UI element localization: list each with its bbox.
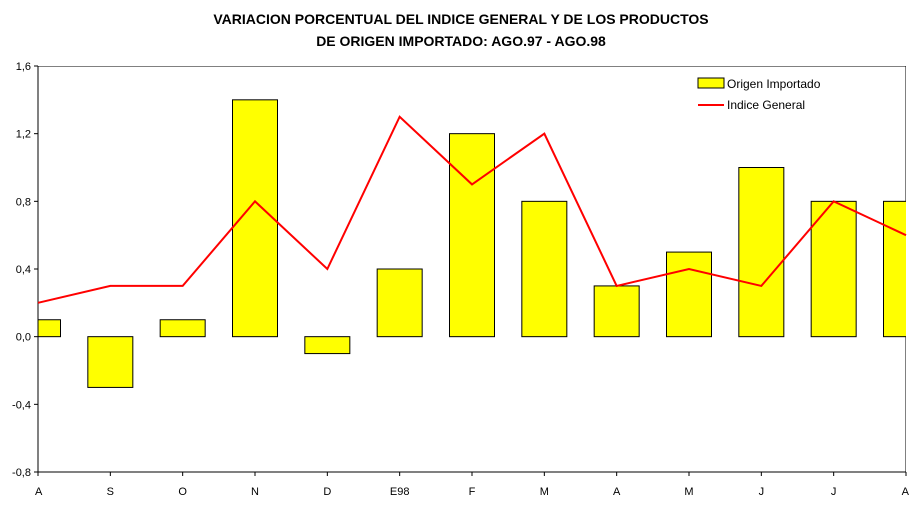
x-axis-ticks: A S O N D E98 F M A M J J A — [35, 472, 910, 498]
legend-swatch-bar — [697, 77, 725, 89]
x-tick-label: A — [35, 486, 43, 498]
legend-label-bar: Origen Importado — [727, 77, 821, 91]
y-tick-label: 0,0 — [16, 332, 31, 344]
x-tick-label: N — [251, 486, 259, 498]
x-tick-label: F — [469, 486, 476, 498]
bar — [87, 336, 134, 388]
bar — [449, 133, 495, 338]
x-tick-label: S — [107, 486, 114, 498]
bar — [38, 319, 61, 338]
bar — [883, 200, 906, 338]
x-tick-label: J — [831, 486, 837, 498]
y-tick-label: 0,4 — [16, 264, 31, 276]
bar — [666, 251, 712, 338]
line-series-indice-general — [37, 115, 907, 304]
y-axis-ticks: -0,8 -0,4 0,0 0,4 0,8 1,2 1,6 — [12, 61, 38, 479]
y-tick-label: 1,6 — [16, 61, 31, 73]
chart-title-line-1: VARIACION PORCENTUAL DEL INDICE GENERAL … — [213, 11, 709, 27]
bar — [376, 268, 423, 338]
x-tick-label: A — [613, 486, 621, 498]
y-tick-label: -0,8 — [12, 467, 31, 479]
bar — [304, 336, 351, 355]
chart-title-line-2: DE ORIGEN IMPORTADO: AGO.97 - AGO.98 — [316, 33, 606, 49]
y-tick-label: 1,2 — [16, 129, 31, 141]
legend-label-line: Indice General — [727, 98, 805, 112]
x-tick-label: M — [684, 486, 693, 498]
y-tick-label: 0,8 — [16, 196, 31, 208]
legend: Origen Importado Indice General — [697, 77, 821, 112]
y-tick-label: -0,4 — [12, 399, 31, 411]
x-tick-label: M — [540, 486, 549, 498]
bar — [159, 319, 206, 338]
bar-series-origen-importado — [38, 66, 906, 472]
x-tick-label: E98 — [390, 486, 410, 498]
bar — [810, 200, 857, 338]
x-tick-label: D — [323, 486, 331, 498]
bar — [593, 285, 640, 338]
x-tick-label: O — [178, 486, 187, 498]
bar — [521, 200, 568, 338]
bar — [738, 167, 785, 338]
x-tick-label: A — [902, 486, 910, 498]
x-tick-label: J — [759, 486, 765, 498]
